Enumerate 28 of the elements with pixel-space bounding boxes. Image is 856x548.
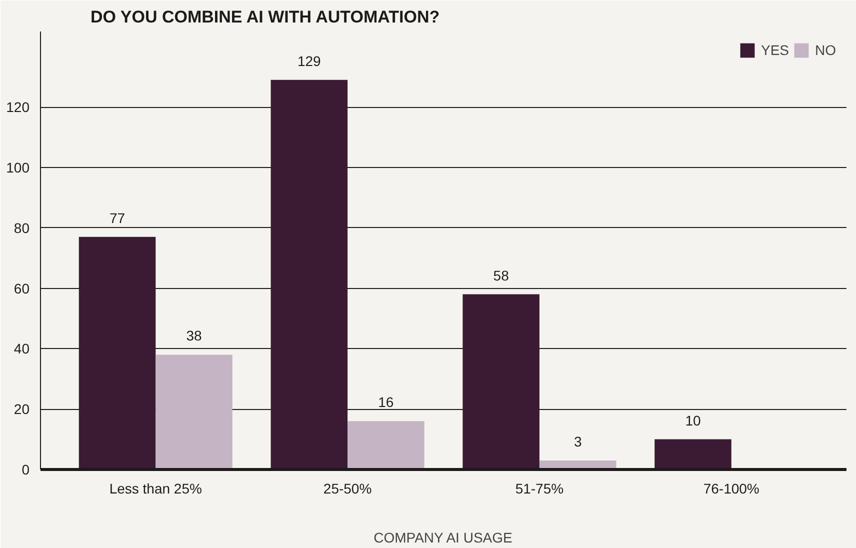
- x-tick-label: Less than 25%: [109, 480, 202, 496]
- data-label: 3: [574, 433, 582, 450]
- data-label: 16: [378, 394, 394, 410]
- data-label: 58: [493, 267, 510, 284]
- x-tick-label: 51-75%: [515, 480, 564, 496]
- y-tick-label: 0: [22, 462, 30, 478]
- legend-label: NO: [815, 42, 836, 58]
- y-tick-label: 100: [6, 159, 30, 176]
- y-tick-label: 120: [6, 99, 30, 116]
- x-tick-label: 76-100%: [703, 480, 760, 496]
- legend-label: YES: [760, 42, 789, 58]
- data-label: 129: [297, 52, 322, 69]
- y-tick-label: 80: [14, 220, 30, 236]
- y-tick-label: 20: [14, 401, 30, 418]
- data-label: 10: [685, 412, 701, 428]
- y-tick-label: 60: [14, 280, 30, 296]
- bar: [156, 354, 232, 470]
- y-tick-label: 40: [14, 340, 30, 357]
- x-tick-label: 25-50%: [323, 480, 372, 496]
- data-label: 38: [186, 328, 202, 344]
- bar: [654, 439, 732, 470]
- bar: [348, 421, 424, 470]
- bar: [270, 80, 348, 470]
- chart-title: DO YOU COMBINE AI WITH AUTOMATION?: [90, 8, 440, 26]
- x-axis-title: COMPANY AI USAGE: [374, 530, 512, 546]
- bar: [462, 294, 540, 470]
- bar: [78, 236, 156, 470]
- data-label: 77: [109, 210, 126, 226]
